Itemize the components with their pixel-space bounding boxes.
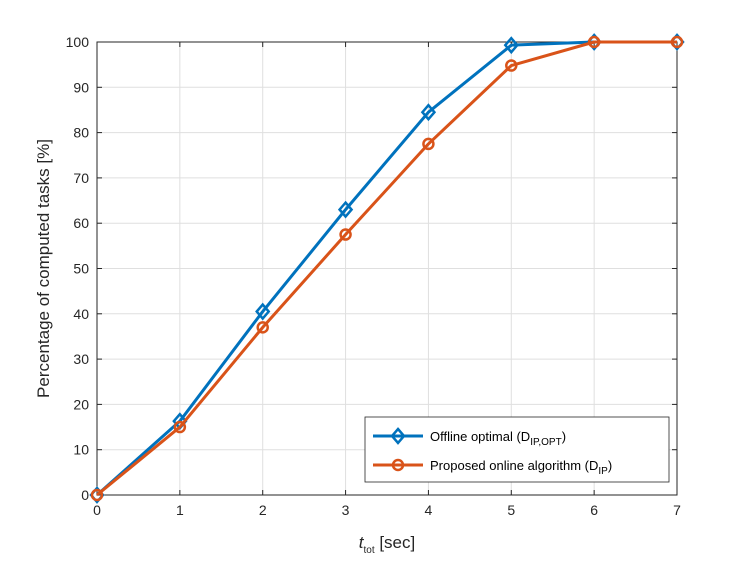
y-tick-label: 0 [81, 487, 89, 503]
data-point-circle [587, 35, 601, 49]
y-tick-label: 90 [73, 79, 89, 95]
y-tick-label: 80 [73, 125, 89, 141]
legend-label-online: Proposed online algorithm (DIP) [430, 458, 612, 477]
y-axis-label: Percentage of computed tasks [%] [34, 139, 53, 398]
data-point-circle [173, 420, 187, 434]
data-point-circle [422, 137, 435, 151]
legend-marker-diamond [390, 427, 406, 445]
data-point-circle [670, 35, 684, 49]
data-point-circle [256, 321, 269, 334]
y-tick-label: 20 [73, 396, 89, 412]
data-point-diamond [420, 103, 437, 122]
data-point-circle [339, 228, 352, 241]
data-point-circle [90, 488, 104, 502]
x-axis-label: ttot [sec] [359, 533, 415, 556]
y-tick-label: 30 [73, 351, 89, 367]
y-tick-label: 50 [73, 261, 89, 277]
data-point-diamond [255, 302, 271, 321]
series-group [89, 33, 685, 504]
x-tick-label: 7 [673, 502, 681, 518]
data-point-circle [505, 59, 518, 72]
y-tick-label: 60 [73, 215, 89, 231]
x-tick-label: 3 [342, 502, 350, 518]
x-tick-label: 6 [590, 502, 598, 518]
legend: Offline optimal (DIP,OPT) Proposed onlin… [364, 416, 670, 483]
y-tick-label: 100 [66, 34, 90, 50]
series-line-online-algorithm [96, 40, 677, 497]
x-tick-label: 4 [425, 502, 433, 518]
x-axis-label-main: t [359, 533, 365, 552]
x-tick-label: 2 [259, 502, 267, 518]
y-tick-label: 40 [73, 306, 89, 322]
x-tick-label: 5 [507, 502, 515, 518]
legend-box [364, 416, 670, 483]
legend-marker-circle [391, 458, 405, 472]
legend-label-offline: Offline optimal (DIP,OPT) [430, 429, 566, 448]
data-point-diamond [337, 200, 354, 219]
data-point-diamond [503, 36, 519, 55]
x-axis-label-sub: tot [363, 545, 374, 556]
x-axis-label-unit: [sec] [375, 533, 416, 552]
series-line-offline-optimal [96, 40, 677, 497]
y-tick-label: 10 [73, 442, 89, 458]
y-tick-label: 70 [73, 170, 89, 186]
x-tick-label: 0 [93, 502, 101, 518]
x-tick-label: 1 [176, 502, 184, 518]
